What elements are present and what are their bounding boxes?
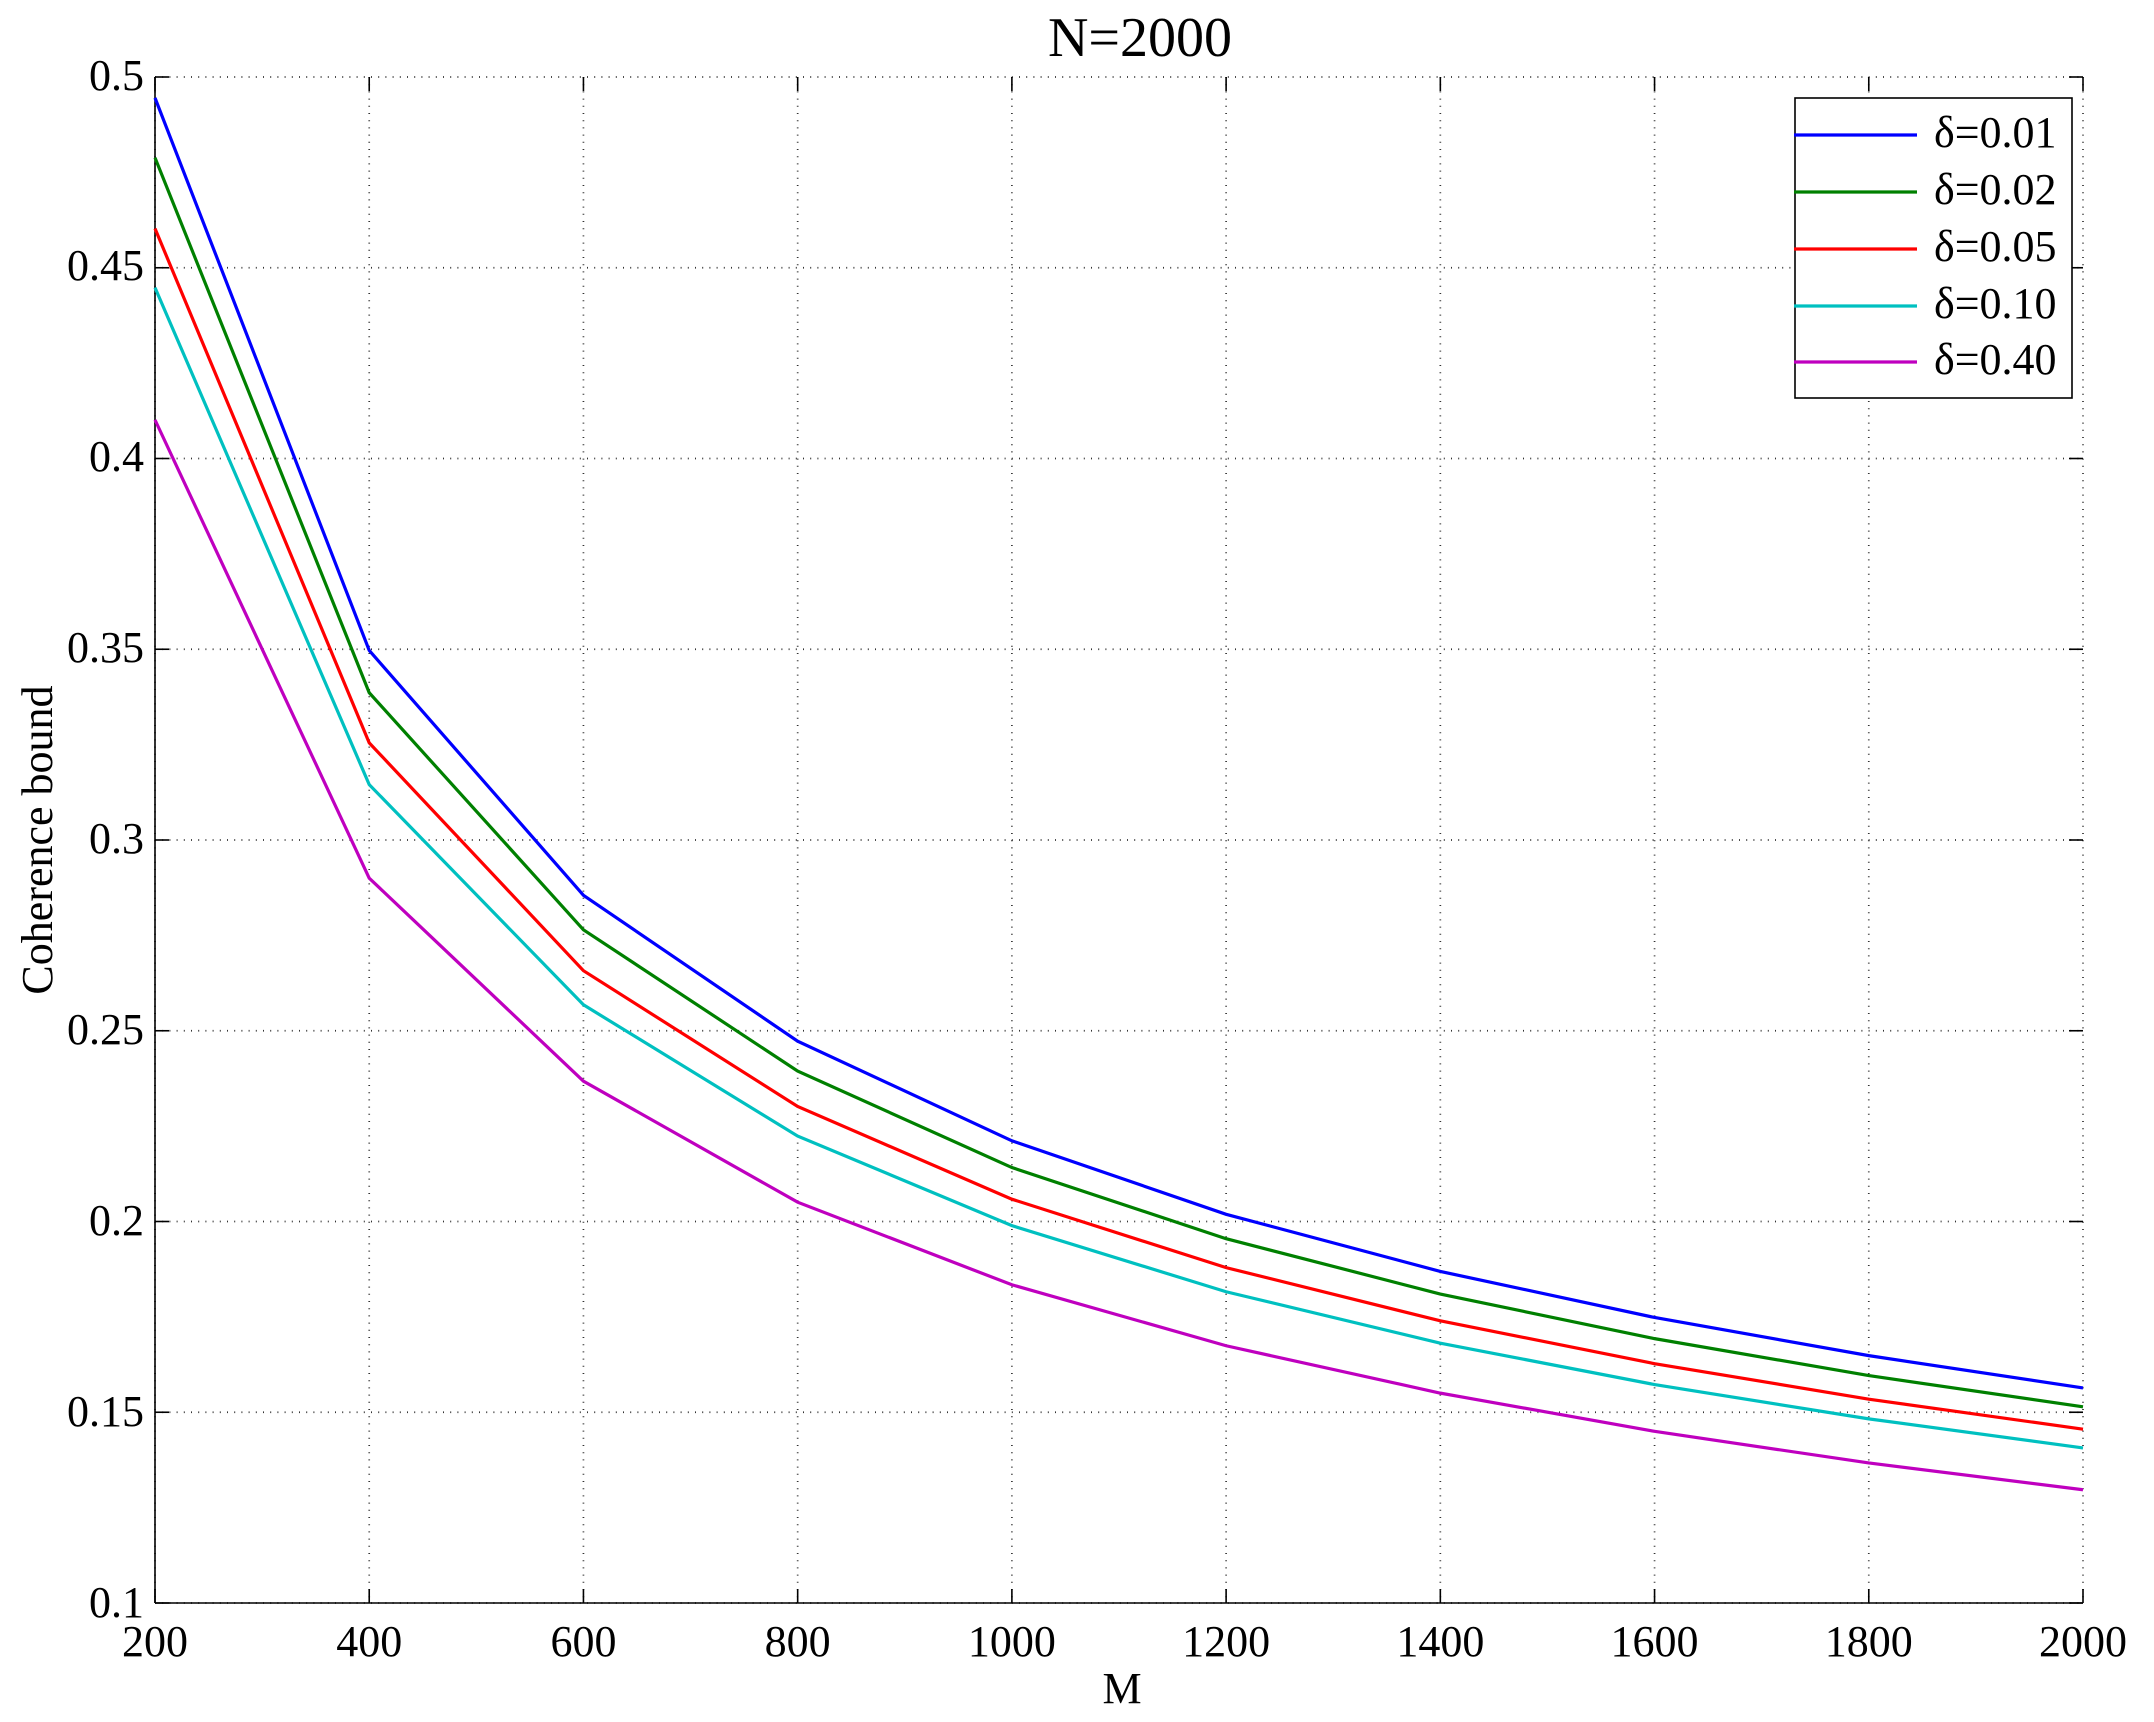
svg-text:400: 400 xyxy=(336,1617,402,1666)
svg-text:0.1: 0.1 xyxy=(89,1578,144,1627)
svg-text:0.25: 0.25 xyxy=(67,1005,144,1054)
svg-text:1200: 1200 xyxy=(1182,1617,1270,1666)
svg-text:0.4: 0.4 xyxy=(89,432,144,481)
svg-text:600: 600 xyxy=(550,1617,616,1666)
svg-text:800: 800 xyxy=(765,1617,831,1666)
svg-text:0.45: 0.45 xyxy=(67,241,144,290)
svg-text:δ=0.40: δ=0.40 xyxy=(1934,335,2057,384)
svg-text:0.5: 0.5 xyxy=(89,51,144,100)
svg-text:δ=0.05: δ=0.05 xyxy=(1934,222,2057,271)
svg-text:δ=0.01: δ=0.01 xyxy=(1934,108,2057,157)
svg-text:1000: 1000 xyxy=(968,1617,1056,1666)
svg-text:1600: 1600 xyxy=(1611,1617,1699,1666)
svg-text:δ=0.02: δ=0.02 xyxy=(1934,165,2057,214)
svg-text:0.3: 0.3 xyxy=(89,814,144,863)
svg-text:Coherence bound: Coherence bound xyxy=(13,685,62,994)
svg-text:1400: 1400 xyxy=(1396,1617,1484,1666)
svg-text:0.2: 0.2 xyxy=(89,1196,144,1245)
svg-text:δ=0.10: δ=0.10 xyxy=(1934,279,2057,328)
svg-text:N=2000: N=2000 xyxy=(1048,7,1232,69)
svg-text:2000: 2000 xyxy=(2039,1617,2127,1666)
svg-text:0.35: 0.35 xyxy=(67,623,144,672)
svg-text:M: M xyxy=(1102,1664,1141,1713)
svg-text:0.15: 0.15 xyxy=(67,1387,144,1436)
svg-text:1800: 1800 xyxy=(1825,1617,1913,1666)
